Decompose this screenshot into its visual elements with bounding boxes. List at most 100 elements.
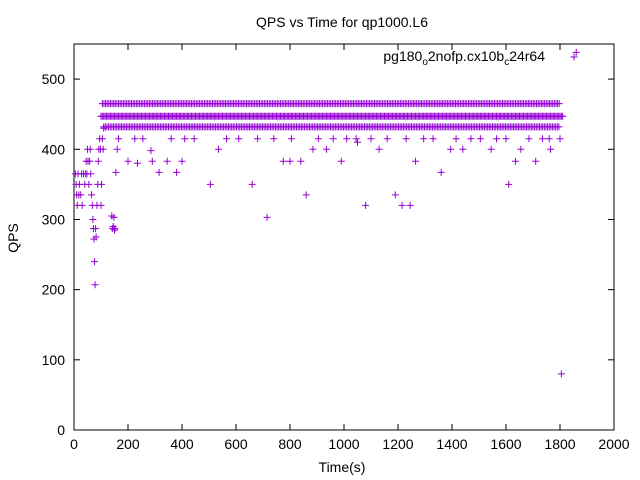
data-point: [190, 135, 198, 143]
data-point: [91, 281, 99, 289]
data-point: [420, 135, 428, 143]
data-point: [493, 135, 501, 143]
y-tick-label: 300: [42, 211, 66, 227]
data-point: [248, 180, 256, 188]
y-tick-label: 0: [57, 422, 65, 438]
data-point: [178, 157, 186, 165]
data-point: [447, 145, 455, 153]
data-point: [77, 191, 85, 199]
data-point: [412, 157, 420, 165]
data-point: [148, 157, 156, 165]
data-point: [98, 135, 106, 143]
legend-label: pg180o2nofp.cx10bc24r64: [383, 48, 545, 68]
data-point: [111, 225, 119, 233]
data-point: [286, 157, 294, 165]
data-point: [354, 138, 361, 146]
data-point: [476, 135, 484, 143]
data-point: [375, 145, 383, 153]
y-tick-label: 200: [42, 282, 66, 298]
x-tick-label: 1800: [544, 436, 575, 452]
data-point: [329, 135, 337, 143]
y-tick-label: 500: [42, 71, 66, 87]
data-point: [467, 135, 475, 143]
y-tick-label: 400: [42, 141, 66, 157]
data-point: [337, 157, 345, 165]
data-point: [155, 168, 163, 176]
data-point: [487, 145, 495, 153]
data-point: [309, 145, 317, 153]
data-point: [279, 157, 287, 165]
data-point: [270, 135, 278, 143]
data-point: [314, 135, 322, 143]
data-point: [459, 145, 467, 153]
data-point: [181, 135, 189, 143]
data-point: [452, 135, 460, 143]
data-point: [97, 201, 105, 209]
data-point: [147, 147, 155, 155]
x-tick-label: 200: [116, 436, 140, 452]
data-point: [86, 157, 94, 165]
data-point: [254, 135, 262, 143]
x-tick-label: 400: [170, 436, 194, 452]
data-point: [124, 157, 132, 165]
y-tick-label: 100: [42, 352, 66, 368]
x-axis-label: Time(s): [319, 459, 366, 475]
data-point: [87, 170, 95, 178]
data-point: [115, 135, 123, 143]
data-point: [362, 201, 370, 209]
data-point: [429, 135, 437, 143]
x-tick-label: 1000: [328, 436, 359, 452]
x-tick-label: 1400: [436, 436, 467, 452]
data-point: [91, 258, 99, 266]
x-tick-label: 800: [278, 436, 302, 452]
data-point: [287, 135, 295, 143]
data-point: [92, 225, 100, 233]
data-point: [545, 135, 553, 143]
data-points: [71, 48, 580, 378]
data-point: [343, 135, 351, 143]
data-point: [206, 180, 214, 188]
data-point: [92, 233, 100, 241]
data-point: [167, 135, 175, 143]
data-point: [88, 191, 96, 199]
data-point: [402, 135, 410, 143]
data-point: [112, 168, 120, 176]
data-point: [133, 159, 141, 167]
data-point: [86, 145, 94, 153]
data-point: [556, 135, 564, 143]
data-point: [517, 145, 525, 153]
data-point: [398, 201, 406, 209]
data-point: [235, 135, 243, 143]
data-point: [538, 135, 546, 143]
axes: 0 200 400 600 800 1000 1200 1400 1600 1800 2000 0 10…: [42, 43, 630, 452]
data-point: [297, 157, 305, 165]
data-point: [98, 180, 106, 188]
data-point: [100, 124, 108, 132]
data-point: [383, 135, 391, 143]
data-point: [163, 157, 171, 165]
data-point: [437, 168, 445, 176]
data-point: [547, 145, 555, 153]
legend: pg180o2nofp.cx10bc24r64: [383, 48, 578, 68]
data-point: [113, 145, 121, 153]
y-axis-label: QPS: [5, 223, 21, 253]
data-point: [111, 226, 118, 234]
legend-marker: [570, 53, 578, 61]
data-point: [214, 145, 222, 153]
data-point: [555, 123, 563, 131]
x-tick-label: 1600: [490, 436, 521, 452]
data-point: [94, 157, 102, 165]
data-point: [352, 135, 360, 143]
data-point: [131, 135, 139, 143]
data-point: [532, 157, 540, 165]
data-point: [559, 112, 567, 120]
data-point: [302, 191, 310, 199]
data-point: [78, 201, 86, 209]
data-point: [110, 213, 118, 221]
data-point: [505, 180, 513, 188]
data-point: [572, 48, 580, 56]
data-point: [223, 135, 231, 143]
data-point: [85, 180, 93, 188]
